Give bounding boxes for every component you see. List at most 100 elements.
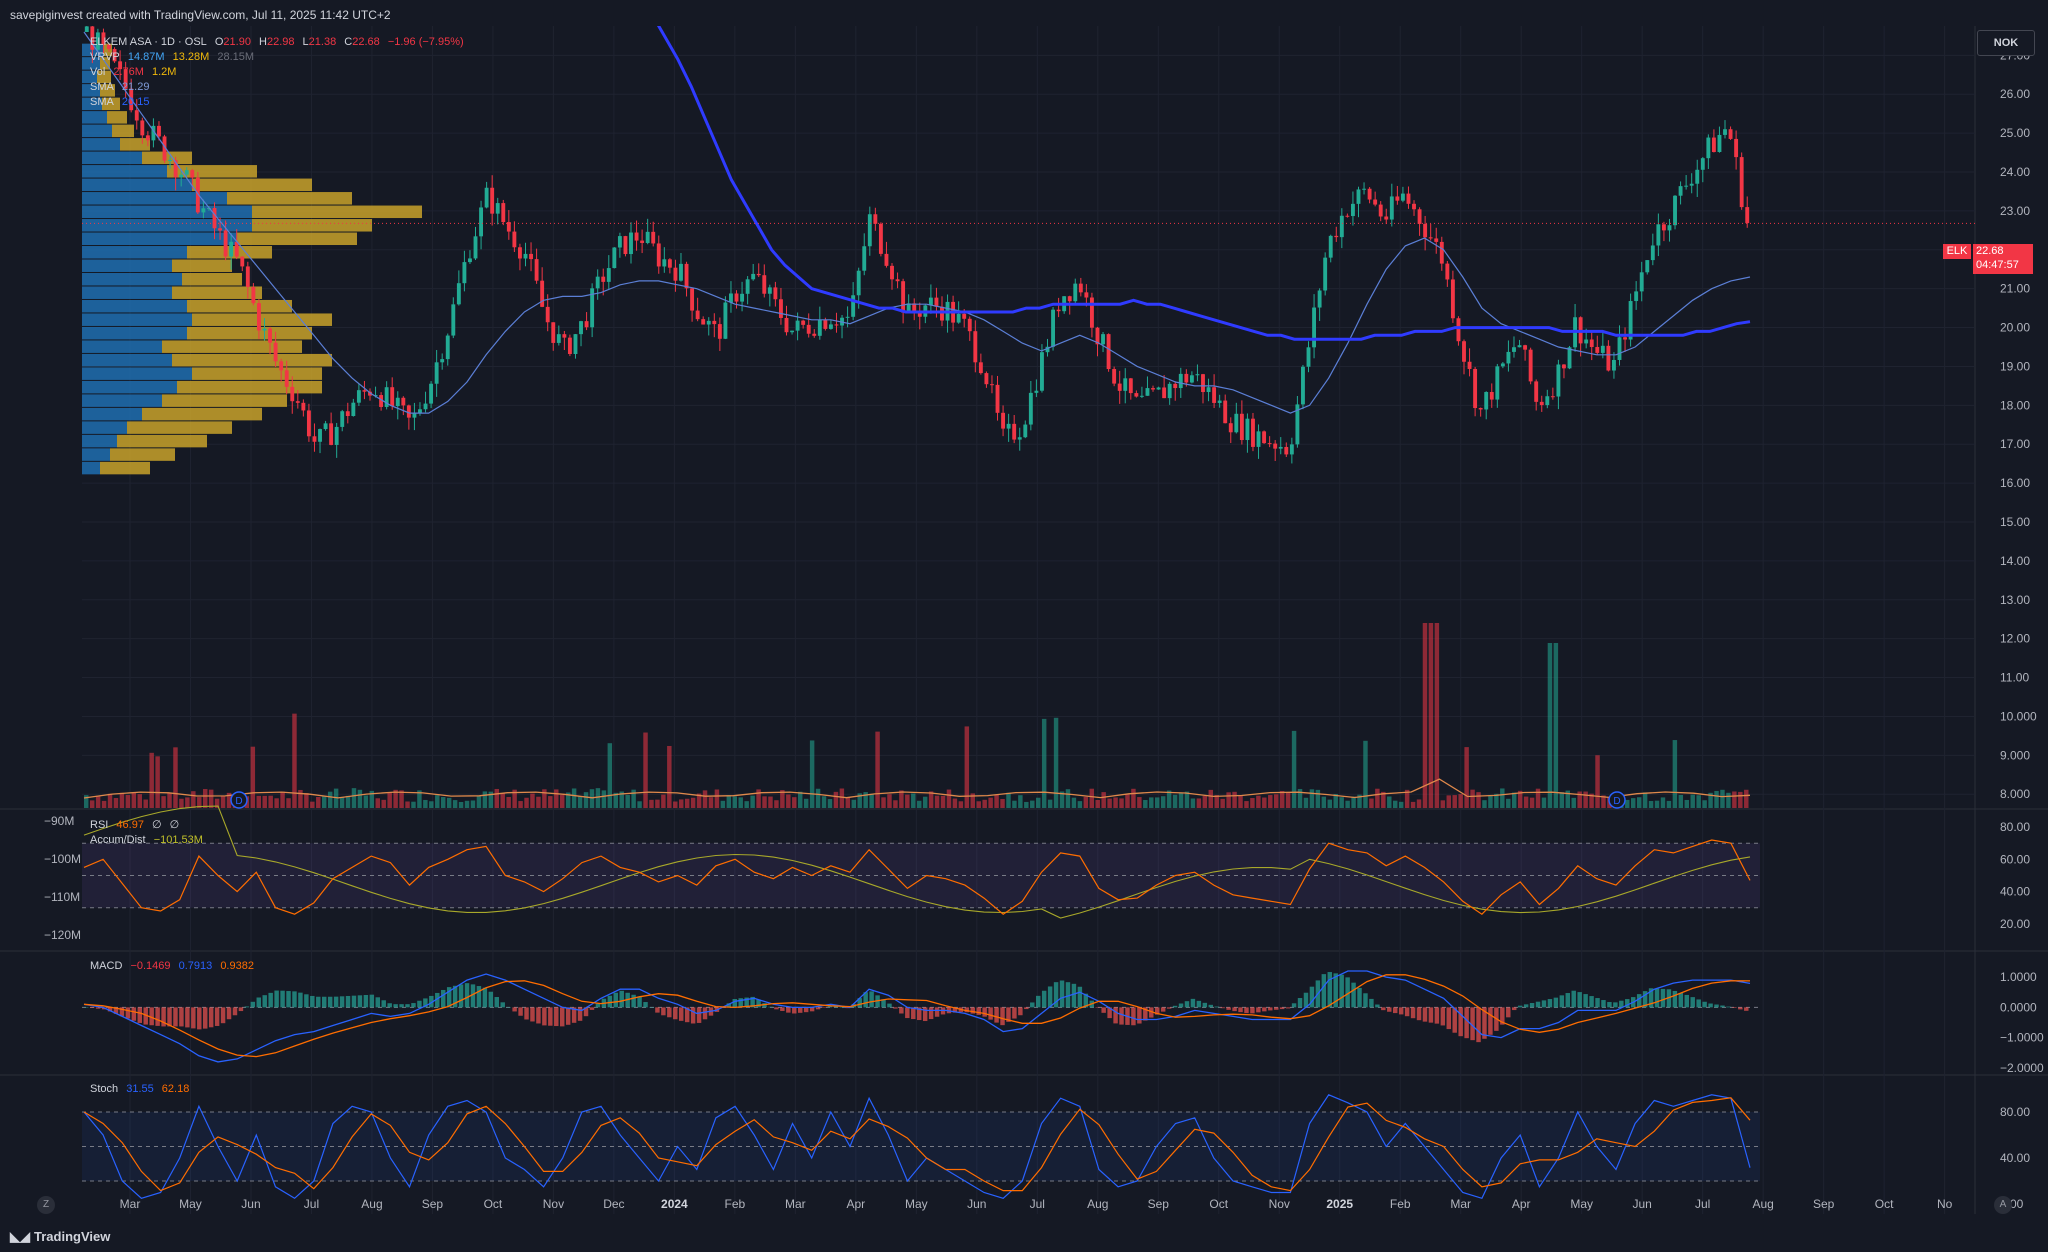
- tradingview-logo[interactable]: ◣◢ TradingView: [10, 1229, 110, 1245]
- macd-histogram-bar: [256, 997, 261, 1008]
- indicator-series: [82, 805, 1760, 1200]
- sma-slow-label[interactable]: SMA: [90, 96, 114, 108]
- macd-histogram-bar: [684, 1007, 690, 1023]
- vol-label[interactable]: Vol: [90, 66, 106, 78]
- vrvp-label[interactable]: VRVP: [90, 51, 120, 63]
- macd-histogram-bar: [679, 1007, 684, 1021]
- macd-histogram-bar: [744, 997, 749, 1008]
- macd-histogram-bar: [1006, 1007, 1011, 1022]
- candle-body: [90, 26, 95, 50]
- volume-bar: [637, 801, 642, 808]
- candle-body: [1500, 363, 1505, 367]
- auto-scale-button[interactable]: A: [1994, 1196, 2012, 1214]
- volume-bar: [625, 794, 630, 808]
- symbol-title[interactable]: ELKEM ASA · 1D · OSL: [90, 36, 207, 48]
- candle-body: [290, 386, 295, 402]
- volume-bar: [1125, 794, 1130, 808]
- vp-up-bar: [82, 353, 172, 367]
- volume-bar: [1523, 796, 1529, 808]
- rsi-value: 46.97: [116, 819, 144, 831]
- vrvp-total: 28.15M: [217, 51, 255, 63]
- candle-body: [878, 223, 883, 254]
- macd-histogram-bar: [411, 1003, 416, 1008]
- volume-bar: [1131, 788, 1136, 808]
- price-tag-price: 22.68: [1976, 245, 2004, 257]
- rsi-label[interactable]: RSI: [90, 819, 109, 831]
- volume-bar: [137, 794, 142, 808]
- vp-down-bar: [127, 421, 232, 434]
- currency-button[interactable]: NOK: [1977, 30, 2035, 56]
- candle-body: [529, 253, 533, 260]
- macd-histogram-bar: [274, 990, 279, 1008]
- candle-body: [745, 279, 750, 294]
- macd-histogram-bar: [571, 1007, 577, 1023]
- candle-body: [145, 135, 150, 141]
- x-tick-label: Jun: [1632, 1197, 1651, 1211]
- candle-body: [173, 159, 178, 178]
- accum-label[interactable]: Accum/Dist: [90, 834, 146, 846]
- volume-bar: [571, 788, 577, 808]
- volume-bar: [1000, 798, 1005, 808]
- macd-histogram-bar: [1398, 1007, 1404, 1015]
- candle-body: [756, 273, 761, 276]
- macd-label[interactable]: MACD: [90, 960, 123, 972]
- volume-bar: [702, 790, 708, 808]
- volume-bar: [286, 798, 291, 808]
- macd-histogram-bar: [732, 999, 737, 1008]
- candle-body: [1073, 283, 1078, 302]
- candle-body: [751, 273, 756, 280]
- volume-bar: [203, 789, 208, 808]
- candle-body: [567, 337, 572, 355]
- candle-body: [1656, 224, 1661, 246]
- candle-body: [634, 232, 639, 241]
- candle-body: [140, 120, 145, 136]
- x-tick-label: May: [1570, 1197, 1593, 1211]
- volume-bar: [405, 801, 410, 808]
- macd-histogram-bar: [1363, 993, 1368, 1008]
- tradingview-text: TradingView: [34, 1229, 111, 1244]
- x-tick-label: 2024: [661, 1197, 688, 1211]
- candle-body: [806, 324, 811, 334]
- macd-histogram-bar: [1285, 1007, 1291, 1009]
- volume-bar: [1208, 789, 1213, 808]
- stoch-label[interactable]: Stoch: [90, 1083, 119, 1095]
- candle-body: [701, 319, 706, 325]
- candle-body: [1600, 345, 1605, 353]
- macd-histogram-bar: [1458, 1007, 1463, 1037]
- candle-body: [1584, 339, 1589, 344]
- candle-body: [151, 125, 156, 141]
- macd-histogram-bar: [1732, 1007, 1737, 1008]
- sma-fast-label[interactable]: SMA: [90, 81, 114, 93]
- macd-histogram-bar: [137, 1007, 142, 1023]
- candle-body: [895, 279, 900, 282]
- macd-histogram-bar: [565, 1007, 571, 1025]
- candle-body: [1162, 387, 1167, 399]
- macd-histogram-bar: [1393, 1007, 1398, 1014]
- volume-bar: [673, 801, 678, 808]
- volume-bar: [887, 794, 892, 808]
- macd-histogram-bar: [1155, 1007, 1160, 1015]
- price-tick-label: 24.00: [2000, 165, 2030, 179]
- volume-bar: [1660, 797, 1666, 808]
- volume-bar: [1232, 791, 1237, 808]
- zoom-reset-button[interactable]: Z: [37, 1196, 55, 1214]
- candle-body: [1512, 347, 1516, 352]
- volume-bar: [536, 796, 541, 808]
- price-tick-label: 20.00: [2000, 321, 2030, 335]
- macd-histogram-bar: [399, 1004, 404, 1008]
- macd-histogram-bar: [1565, 993, 1570, 1008]
- x-tick-label: Jul: [1030, 1197, 1045, 1211]
- volume-bar: [482, 791, 488, 808]
- candle-body: [645, 231, 650, 243]
- x-tick-label: Mar: [785, 1197, 806, 1211]
- candle-body: [773, 287, 778, 300]
- vp-down-bar: [100, 84, 115, 97]
- candle-body: [928, 297, 933, 306]
- macd-tick-label: −1.0000: [2000, 1031, 2044, 1045]
- macd-histogram-bar: [887, 1003, 892, 1008]
- x-tick-label: Feb: [1390, 1197, 1411, 1211]
- candle-body: [1445, 263, 1450, 280]
- volume-bar: [274, 798, 279, 808]
- macd-histogram-bar: [1000, 1007, 1005, 1026]
